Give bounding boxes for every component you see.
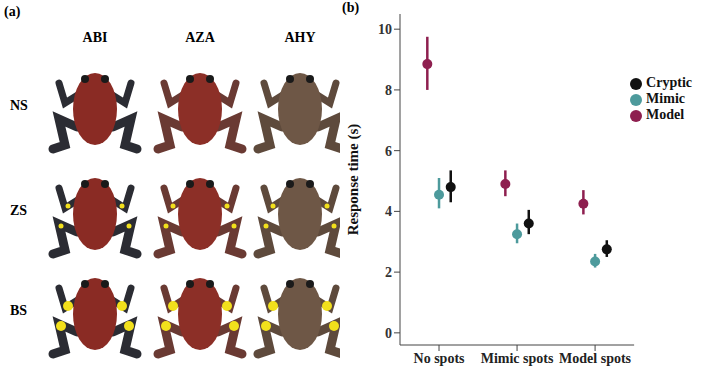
svg-text:6: 6 (385, 144, 392, 159)
svg-text:ZS: ZS (10, 203, 27, 218)
svg-text:AHY: AHY (284, 30, 315, 45)
svg-text:No spots: No spots (414, 351, 466, 366)
html-text:Cryptic: Cryptic (646, 75, 692, 90)
svg-text:Model spots: Model spots (559, 351, 632, 366)
html-text:Model: Model (646, 107, 685, 122)
svg-text:2: 2 (385, 265, 392, 280)
svg-text:Mimic spots: Mimic spots (481, 351, 554, 366)
html-text:(b): (b) (342, 0, 360, 15)
svg-text:BS: BS (10, 303, 27, 318)
svg-text:AZA: AZA (185, 30, 215, 45)
svg-text:0: 0 (385, 326, 392, 341)
svg-text:NS: NS (10, 98, 28, 113)
html-text:Mimic: Mimic (646, 91, 685, 106)
svg-text:(a): (a) (4, 4, 21, 20)
svg-text:8: 8 (385, 83, 392, 98)
svg-text:ABI: ABI (83, 30, 108, 45)
svg-text:10: 10 (378, 22, 392, 37)
svg-text:4: 4 (385, 204, 392, 219)
svg-text:Response time (s): Response time (s) (345, 124, 362, 236)
